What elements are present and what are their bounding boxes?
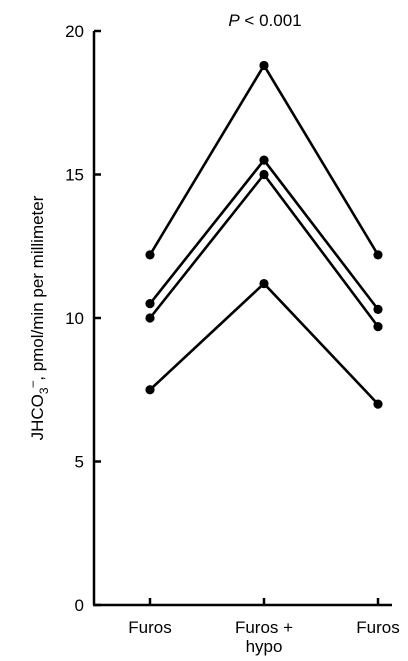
y-tick-label: 5 xyxy=(75,453,84,472)
y-axis-label-suffix: , pmol/min per millimeter xyxy=(28,195,47,380)
data-point xyxy=(259,60,269,71)
data-point xyxy=(145,385,155,395)
y-axis-label: JHCO3–, pmol/min per millimeter xyxy=(25,195,51,440)
y-ticks: 0 5 10 15 20 xyxy=(65,22,101,615)
data-point xyxy=(373,304,383,314)
y-axis-label-superscript: – xyxy=(25,380,39,387)
data-point xyxy=(145,250,155,260)
x-tick-label: Furos xyxy=(128,618,171,637)
series-lines xyxy=(148,62,380,405)
x-tick-label: Furos + xyxy=(235,618,293,637)
series-line-4 xyxy=(149,281,379,405)
data-point xyxy=(259,278,269,289)
data-point xyxy=(373,399,383,409)
y-axis-label-subscript: 3 xyxy=(37,387,51,394)
data-point xyxy=(259,169,269,180)
significance-value: < 0.001 xyxy=(240,11,302,30)
y-tick-label: 0 xyxy=(75,596,84,615)
data-point xyxy=(373,322,383,332)
significance-annotation: P < 0.001 xyxy=(228,11,301,30)
y-axis-label-prefix: JHCO xyxy=(28,394,47,440)
x-ticks: Furos Furos +hypo Furos xyxy=(128,598,400,656)
significance-p-symbol: P xyxy=(228,11,240,30)
y-tick-label: 20 xyxy=(65,22,84,41)
y-tick-label: 15 xyxy=(65,166,84,185)
data-point xyxy=(145,313,155,323)
data-point xyxy=(145,299,155,309)
data-point xyxy=(373,250,383,260)
series-points xyxy=(145,60,383,409)
data-point xyxy=(259,155,269,165)
x-tick-label: Furos xyxy=(356,618,399,637)
y-tick-label: 10 xyxy=(65,309,84,328)
x-tick-label-line2: hypo xyxy=(246,637,283,656)
